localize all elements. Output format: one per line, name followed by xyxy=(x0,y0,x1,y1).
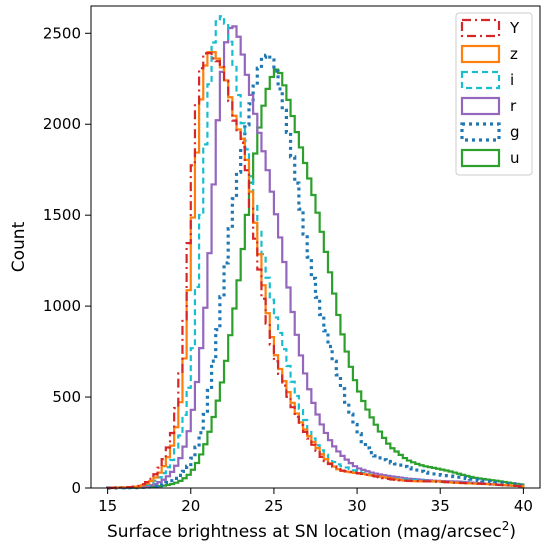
y-axis: 0 500 1000 1500 2000 2500 xyxy=(43,24,91,497)
x-tick-label: 15 xyxy=(98,497,117,515)
x-tick-label: 35 xyxy=(431,497,450,515)
y-tick-label: 2500 xyxy=(43,24,81,42)
legend-swatch xyxy=(460,70,501,90)
legend-swatch xyxy=(460,96,501,116)
legend-item-i: i xyxy=(460,70,514,90)
x-axis-label: Surface brightness at SN location (mag/a… xyxy=(107,519,516,542)
legend-label: r xyxy=(510,97,517,115)
plot-frame xyxy=(90,5,541,489)
legend-item-u: u xyxy=(460,148,520,168)
legend-item-Y: Y xyxy=(460,18,520,38)
x-tick-label: 40 xyxy=(514,497,533,515)
x-axis-label-superscript: 2 xyxy=(502,519,510,533)
series-Y xyxy=(106,51,525,490)
legend-item-z: z xyxy=(460,44,518,64)
legend-item-g: g xyxy=(460,122,520,142)
legend-swatch xyxy=(460,18,501,38)
x-axis-label-main: Surface brightness at SN location (mag/a… xyxy=(107,522,502,542)
legend-label: z xyxy=(510,45,518,63)
x-axis-label-end: ) xyxy=(509,522,516,542)
legend-label: g xyxy=(510,123,520,141)
legend-box xyxy=(455,12,533,176)
x-axis: 15 20 25 30 35 40 xyxy=(98,488,533,515)
y-tick-label: 1000 xyxy=(43,297,81,315)
series-g xyxy=(106,53,525,490)
series-u xyxy=(106,68,525,490)
x-tick-label: 25 xyxy=(264,497,283,515)
legend-label: u xyxy=(510,149,520,167)
x-tick-label: 30 xyxy=(348,497,367,515)
x-tick-label: 20 xyxy=(181,497,200,515)
y-tick-label: 1500 xyxy=(43,206,81,224)
y-tick-label: 0 xyxy=(71,479,81,497)
y-tick-label: 500 xyxy=(52,388,81,406)
legend-item-r: r xyxy=(460,96,517,116)
legend-label: i xyxy=(510,71,514,89)
y-axis-label: Count xyxy=(9,221,29,272)
y-tick-label: 2000 xyxy=(43,115,81,133)
legend-swatch xyxy=(460,148,501,168)
legend-swatch xyxy=(460,122,501,142)
legend-label: Y xyxy=(509,19,520,37)
legend-swatch xyxy=(460,44,501,64)
series-layer xyxy=(106,15,525,490)
